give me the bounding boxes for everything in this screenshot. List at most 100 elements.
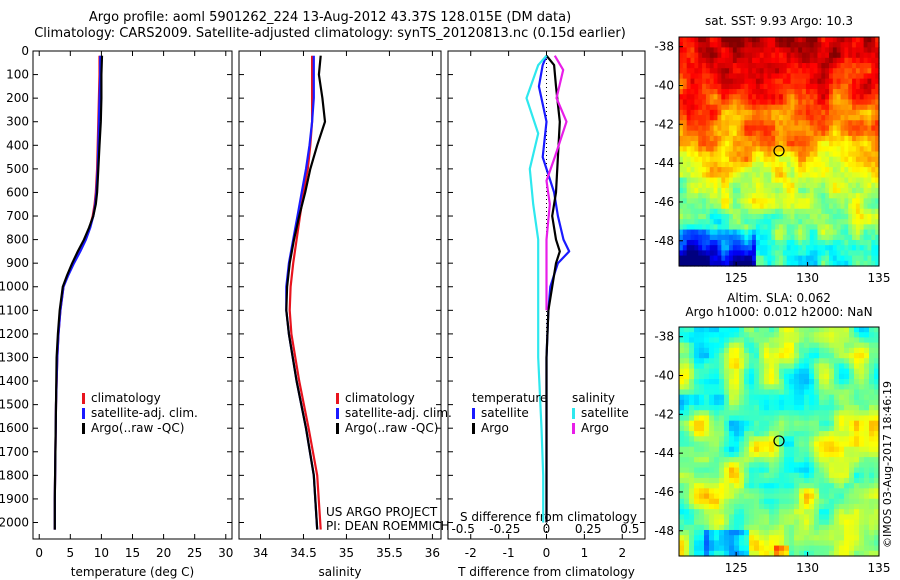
heatmap-cell bbox=[782, 193, 788, 199]
heatmap-cell bbox=[704, 550, 710, 557]
heatmap-cell bbox=[734, 368, 740, 375]
heatmap-cell bbox=[679, 245, 684, 251]
heatmap-cell bbox=[767, 104, 772, 111]
heatmap-cell bbox=[825, 172, 830, 179]
heatmap-cell bbox=[825, 182, 830, 189]
heatmap-cell bbox=[836, 224, 842, 231]
heatmap-cell bbox=[775, 83, 780, 90]
heatmap-cell bbox=[686, 125, 692, 132]
heatmap-cell bbox=[852, 47, 857, 54]
heatmap-cell bbox=[844, 436, 850, 443]
heatmap-cell bbox=[789, 415, 795, 422]
heatmap-cell bbox=[752, 224, 757, 231]
heatmap-cell bbox=[721, 130, 726, 137]
heatmap-cell bbox=[836, 57, 842, 64]
heatmap-cell bbox=[775, 47, 780, 54]
heatmap-cell bbox=[752, 239, 757, 246]
heatmap-cell bbox=[752, 68, 757, 75]
heatmap-cell bbox=[764, 337, 770, 344]
heatmap-cell bbox=[821, 182, 826, 189]
heatmap-cell bbox=[867, 229, 872, 236]
heatmap-cell bbox=[748, 146, 753, 153]
heatmap-cell bbox=[809, 342, 815, 349]
heatmap-cell bbox=[790, 52, 795, 59]
heatmap-cell bbox=[744, 550, 750, 557]
heatmap-cell bbox=[771, 52, 776, 59]
heatmap-cell bbox=[734, 529, 740, 536]
heatmap-cell bbox=[767, 203, 772, 210]
heatmap-cell bbox=[834, 363, 840, 370]
heatmap-cell bbox=[704, 389, 710, 396]
heatmap-cell bbox=[709, 514, 715, 521]
heatmap-cell bbox=[813, 187, 819, 194]
y-tick-label: 400 bbox=[6, 138, 29, 152]
heatmap-cell bbox=[709, 384, 715, 391]
heatmap-cell bbox=[744, 177, 749, 184]
heatmap-cell bbox=[819, 472, 825, 479]
heatmap-cell bbox=[782, 57, 788, 64]
heatmap-cell bbox=[825, 203, 830, 210]
heatmap-cell bbox=[832, 229, 838, 236]
heatmap-cell bbox=[689, 519, 695, 526]
heatmap-cell bbox=[724, 368, 730, 375]
heatmap-cell bbox=[763, 47, 769, 54]
heatmap-cell bbox=[809, 182, 815, 189]
heatmap-cell bbox=[864, 457, 870, 463]
heatmap-cell bbox=[854, 535, 860, 541]
heatmap-cell bbox=[852, 198, 857, 205]
heatmap-cell bbox=[817, 68, 822, 75]
heatmap-cell bbox=[682, 239, 688, 246]
heatmap-cell bbox=[702, 161, 707, 168]
heatmap-cell bbox=[679, 208, 684, 215]
heatmap-cell bbox=[821, 156, 826, 163]
heatmap-cell bbox=[809, 52, 815, 59]
heatmap-cell bbox=[794, 410, 800, 417]
heatmap-cell bbox=[709, 219, 715, 225]
heatmap-cell bbox=[694, 446, 700, 453]
heatmap-cell bbox=[834, 373, 840, 380]
heatmap-cell bbox=[817, 229, 822, 236]
heatmap-cell bbox=[798, 229, 803, 236]
heatmap-cell bbox=[717, 198, 722, 205]
heatmap-cell bbox=[779, 141, 784, 147]
heatmap-cell bbox=[713, 78, 719, 85]
heatmap-cell bbox=[834, 394, 840, 401]
heatmap-cell bbox=[799, 540, 805, 547]
heatmap-cell bbox=[752, 182, 757, 189]
heatmap-cell bbox=[794, 229, 799, 236]
heatmap-cell bbox=[836, 198, 842, 205]
heatmap-cell bbox=[714, 467, 720, 474]
heatmap-cell bbox=[817, 245, 822, 251]
heatmap-cell bbox=[759, 389, 765, 396]
heatmap-cell bbox=[698, 177, 703, 184]
heatmap-cell bbox=[774, 342, 780, 349]
heatmap-cell bbox=[682, 151, 688, 158]
heatmap-cell bbox=[809, 493, 815, 500]
heatmap-cell bbox=[855, 130, 861, 137]
heatmap-cell bbox=[764, 332, 770, 338]
heatmap-cell bbox=[759, 47, 765, 54]
heatmap-cell bbox=[755, 193, 761, 199]
heatmap-cell bbox=[774, 379, 780, 385]
heatmap-cell bbox=[832, 42, 838, 48]
heatmap-cell bbox=[854, 379, 860, 385]
heatmap-cell bbox=[869, 545, 875, 552]
heatmap-cell bbox=[844, 47, 849, 54]
heatmap-cell bbox=[709, 250, 715, 257]
heatmap-cell bbox=[852, 234, 857, 241]
plot-frame bbox=[238, 50, 442, 540]
heatmap-cell bbox=[724, 488, 730, 495]
heatmap-cell bbox=[784, 457, 790, 463]
heatmap-cell bbox=[867, 208, 872, 215]
heatmap-cell bbox=[839, 498, 845, 505]
heatmap-cell bbox=[824, 436, 830, 443]
heatmap-cell bbox=[799, 451, 805, 458]
heatmap-cell bbox=[752, 203, 757, 210]
heatmap-cell bbox=[779, 503, 785, 510]
heatmap-cell bbox=[763, 198, 769, 205]
heatmap-cell bbox=[804, 535, 810, 541]
heatmap-cell bbox=[771, 120, 776, 127]
heatmap-cell bbox=[819, 347, 825, 354]
heatmap-cell bbox=[786, 94, 792, 101]
heatmap-cell bbox=[684, 441, 690, 448]
